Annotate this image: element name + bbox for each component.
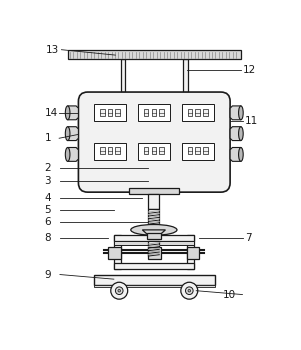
Bar <box>148 247 161 259</box>
Text: 13: 13 <box>46 45 59 55</box>
Polygon shape <box>68 127 79 141</box>
Text: 5: 5 <box>45 205 51 215</box>
Bar <box>187 247 199 259</box>
Bar <box>195 147 200 154</box>
Text: 11: 11 <box>245 116 258 126</box>
Circle shape <box>185 287 193 294</box>
Bar <box>114 235 121 269</box>
Ellipse shape <box>239 127 243 141</box>
Ellipse shape <box>65 127 70 141</box>
Bar <box>148 241 159 256</box>
Polygon shape <box>68 106 79 120</box>
Bar <box>115 147 120 154</box>
Bar <box>100 109 105 116</box>
Circle shape <box>115 287 123 294</box>
Text: 14: 14 <box>45 108 58 118</box>
Bar <box>138 143 170 160</box>
Bar <box>148 194 159 209</box>
Text: 7: 7 <box>245 233 251 243</box>
Bar <box>182 143 214 160</box>
Ellipse shape <box>239 106 243 120</box>
Circle shape <box>111 282 128 299</box>
Bar <box>148 209 159 227</box>
Bar <box>115 109 120 116</box>
Polygon shape <box>230 127 241 141</box>
Bar <box>152 109 156 116</box>
Text: 6: 6 <box>45 217 51 227</box>
Bar <box>203 147 208 154</box>
Circle shape <box>181 282 198 299</box>
Bar <box>144 147 148 154</box>
Bar <box>138 104 170 121</box>
Bar <box>94 285 215 287</box>
Bar <box>94 274 215 285</box>
Bar <box>121 59 126 92</box>
Bar <box>188 147 192 154</box>
Polygon shape <box>142 230 166 236</box>
Bar <box>147 233 161 239</box>
Polygon shape <box>230 106 241 120</box>
Bar <box>94 104 126 121</box>
Ellipse shape <box>65 106 70 120</box>
Text: 10: 10 <box>223 289 236 300</box>
Bar <box>159 147 164 154</box>
Text: 1: 1 <box>45 133 51 143</box>
Bar <box>203 109 208 116</box>
Text: 2: 2 <box>45 162 51 173</box>
Bar <box>183 59 188 92</box>
Bar <box>68 50 241 59</box>
Text: 4: 4 <box>45 193 51 203</box>
Bar <box>188 109 192 116</box>
Ellipse shape <box>131 224 177 235</box>
Ellipse shape <box>239 147 243 161</box>
Bar <box>195 109 200 116</box>
Text: 8: 8 <box>45 233 51 243</box>
Text: 3: 3 <box>45 176 51 186</box>
Bar <box>100 147 105 154</box>
FancyBboxPatch shape <box>79 92 230 192</box>
Bar <box>159 109 164 116</box>
Bar <box>114 235 194 241</box>
Bar <box>108 247 121 259</box>
Bar <box>94 143 126 160</box>
Bar <box>187 235 194 269</box>
Text: 12: 12 <box>242 65 256 76</box>
Text: 9: 9 <box>45 270 51 280</box>
Bar <box>144 109 148 116</box>
Bar <box>114 263 194 269</box>
Polygon shape <box>230 147 241 161</box>
Bar <box>182 104 214 121</box>
Circle shape <box>118 289 120 292</box>
Bar <box>108 109 112 116</box>
Bar <box>129 188 179 194</box>
Bar <box>152 147 156 154</box>
Polygon shape <box>68 147 79 161</box>
Bar <box>108 147 112 154</box>
Circle shape <box>188 289 191 292</box>
Ellipse shape <box>65 147 70 161</box>
Bar <box>114 241 194 245</box>
